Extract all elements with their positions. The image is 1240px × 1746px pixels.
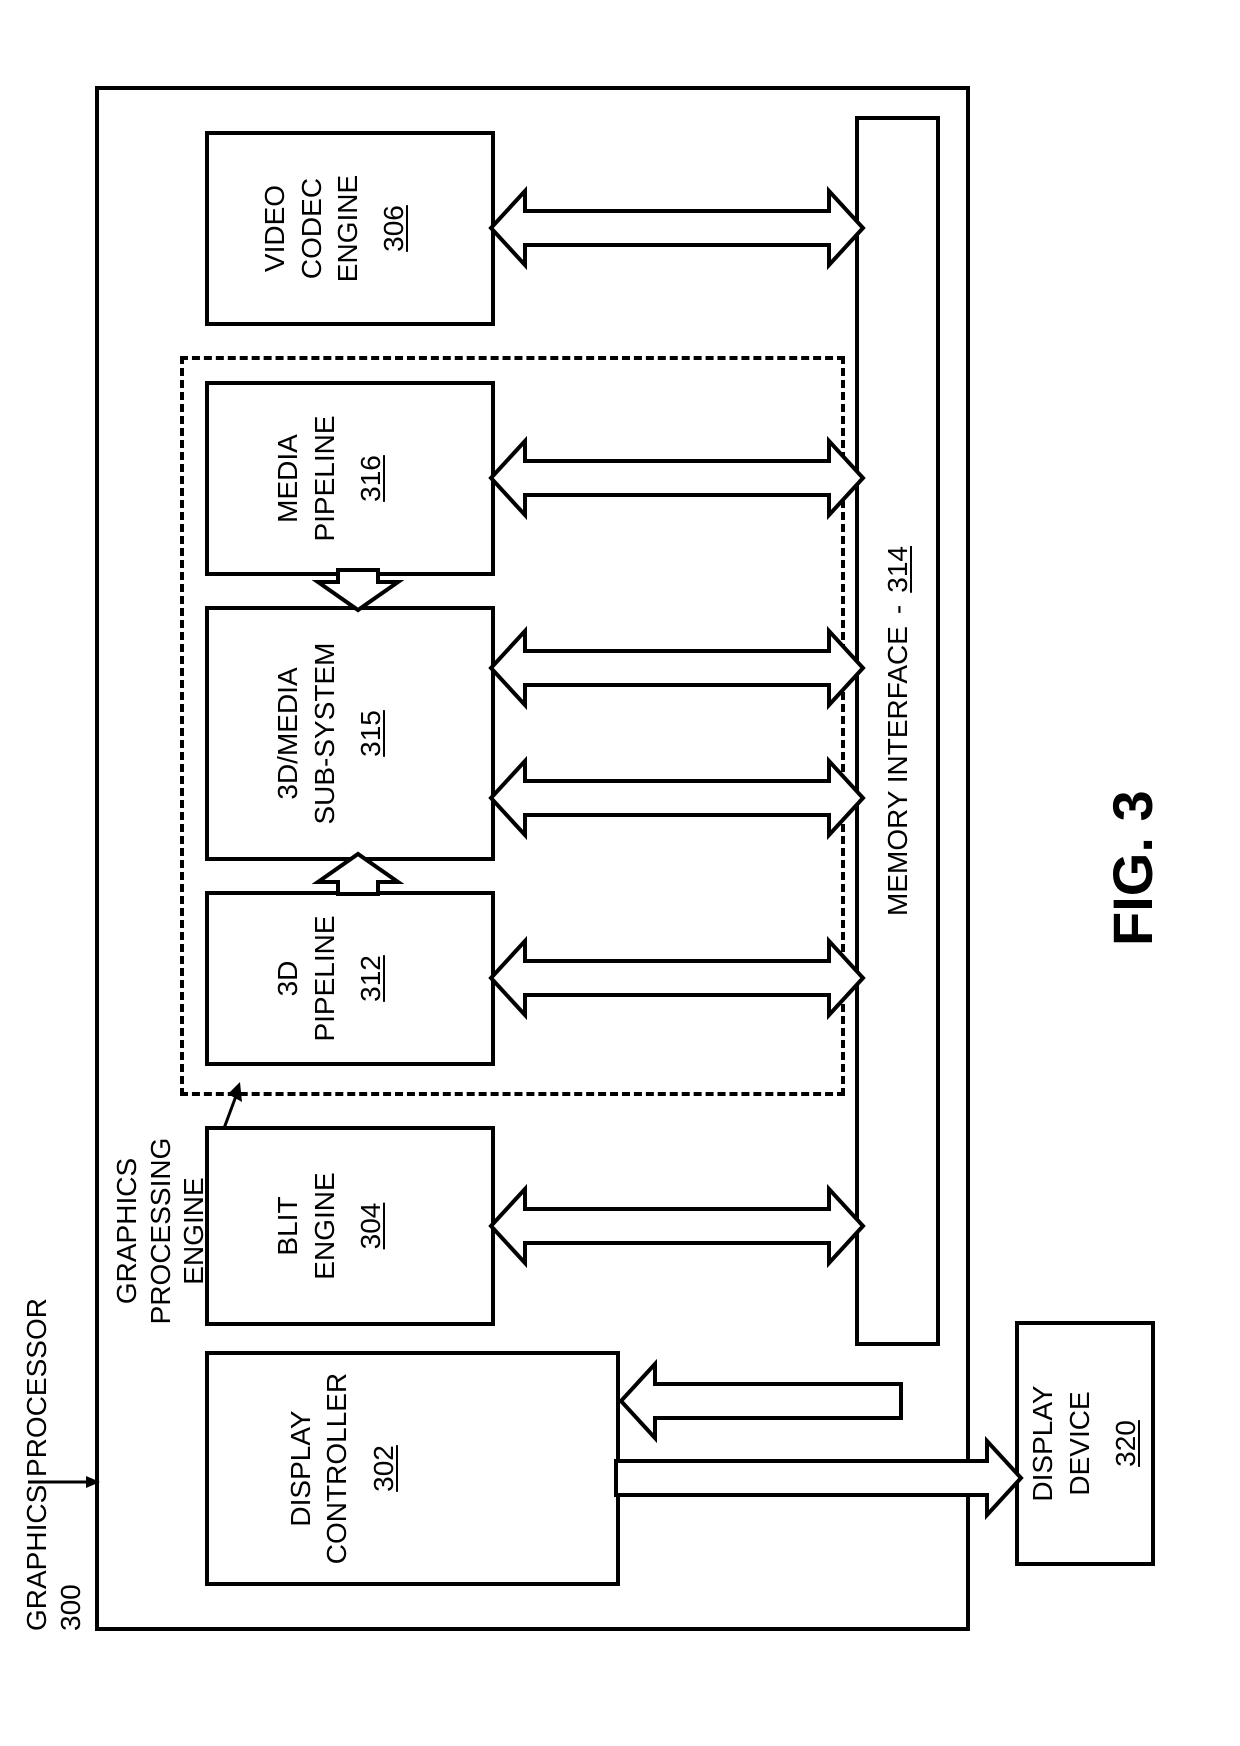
display-controller-ref: 302: [366, 1373, 402, 1564]
sub-line1: 3D/MEDIA: [272, 667, 303, 799]
gpe-title-line1: GRAPHICS PROCESSING: [111, 1138, 176, 1325]
figure-caption: FIG. 3: [1100, 790, 1165, 946]
sub-line2: SUB-SYSTEM: [309, 642, 340, 824]
display-device-line2: DEVICE: [1062, 1391, 1098, 1495]
memory-sep: -: [882, 605, 914, 614]
blit-line2: ENGINE: [309, 1172, 340, 1279]
sarrow-dc-to-display-device: [616, 1435, 1026, 1521]
display-device-box: DISPLAY DEVICE 320: [1015, 1321, 1155, 1566]
darrow-media-memory: [491, 435, 868, 521]
codec-line3: ENGINE: [332, 175, 363, 282]
darrow-sub-memory-2: [491, 625, 868, 711]
darrow-3d-memory: [491, 935, 868, 1021]
darrow-sub-memory-1: [491, 755, 868, 841]
diagram-canvas: GRAPHICS PROCESSOR 300 GRAPHICS PROCESSI…: [0, 0, 1240, 1746]
blit-line1: BLIT: [272, 1196, 303, 1255]
codec-ref: 306: [376, 175, 412, 282]
memory-interface-box: MEMORY INTERFACE - 314: [855, 116, 940, 1346]
display-controller-line1: DISPLAY: [285, 1410, 316, 1526]
blit-ref: 304: [353, 1172, 389, 1279]
display-controller-line2: CONTROLLER: [321, 1373, 352, 1564]
p3d-line2: PIPELINE: [309, 915, 340, 1041]
media-line2: PIPELINE: [309, 415, 340, 541]
media-line1: MEDIA: [272, 434, 303, 523]
sarrow-memory-to-display-controller: [616, 1358, 901, 1444]
media-ref: 316: [353, 415, 389, 541]
subsystem-box: 3D/MEDIA SUB-SYSTEM 315: [205, 606, 495, 861]
p3d-line1: 3D: [272, 961, 303, 997]
display-controller-box: DISPLAY CONTROLLER 302: [205, 1351, 620, 1586]
media-pipeline-box: MEDIA PIPELINE 316: [205, 381, 495, 576]
sub-ref: 315: [353, 642, 389, 824]
darrow-codec-memory: [491, 185, 868, 271]
darrow-blit-memory: [491, 1183, 868, 1269]
video-codec-box: VIDEO CODEC ENGINE 306: [205, 131, 495, 326]
graphics-processor-title-ref: 300: [55, 1584, 86, 1631]
memory-ref: 314: [882, 546, 914, 593]
title-arrow: [28, 1476, 100, 1488]
p3d-ref: 312: [353, 915, 389, 1041]
graphics-processor-title-text: GRAPHICS PROCESSOR: [21, 1298, 52, 1631]
pipeline-3d-box: 3D PIPELINE 312: [205, 891, 495, 1066]
blit-engine-box: BLIT ENGINE 304: [205, 1126, 495, 1326]
display-device-ref: 320: [1108, 1420, 1144, 1467]
arrow-3d-to-sub: [318, 854, 403, 894]
arrow-media-to-sub: [318, 570, 403, 610]
memory-label: MEMORY INTERFACE: [882, 626, 914, 916]
graphics-processor-title: GRAPHICS PROCESSOR 300: [20, 1298, 87, 1631]
codec-line2: CODEC: [296, 178, 327, 279]
display-device-line1: DISPLAY: [1025, 1385, 1061, 1501]
codec-line1: VIDEO: [259, 185, 290, 272]
